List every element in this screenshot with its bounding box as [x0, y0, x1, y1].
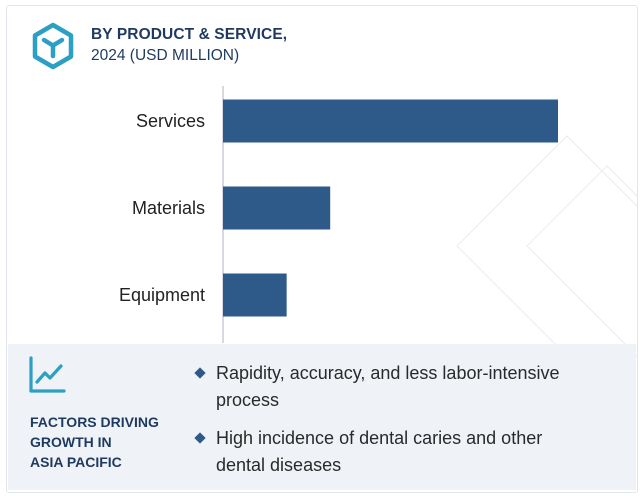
factor-text-line: process	[216, 390, 280, 410]
cube-icon	[32, 22, 74, 70]
category-label: Materials	[132, 198, 205, 218]
category-label: Services	[136, 111, 205, 131]
growth-factors-panel: FACTORS DRIVING GROWTH IN ASIA PACIFIC R…	[8, 344, 636, 490]
factor-text-line: dental diseases	[216, 455, 342, 475]
trend-line-icon	[29, 356, 66, 393]
chart-title: BY PRODUCT & SERVICE,	[91, 26, 288, 43]
bar-equipment	[223, 273, 287, 317]
factors-title-line: GROWTH IN	[30, 434, 112, 450]
factor-text-line: Rapidity, accuracy, and less labor-inten…	[216, 363, 560, 383]
bar-chart: Services Materials Equipment	[119, 86, 558, 343]
category-label: Equipment	[119, 285, 205, 305]
diamond-bullet-icon	[194, 367, 206, 379]
factors-title-line: ASIA PACIFIC	[30, 454, 122, 470]
background-decoration	[456, 135, 637, 377]
chart-subtitle: 2024 (USD MILLION)	[91, 47, 240, 64]
diamond-bullet-icon	[194, 432, 206, 444]
bar-materials	[223, 186, 331, 230]
factors-title: FACTORS DRIVING GROWTH IN ASIA PACIFIC	[30, 412, 190, 472]
factors-title-line: FACTORS DRIVING	[30, 414, 159, 430]
bar-services	[223, 99, 558, 143]
factor-text-line: High incidence of dental caries and othe…	[216, 428, 543, 448]
